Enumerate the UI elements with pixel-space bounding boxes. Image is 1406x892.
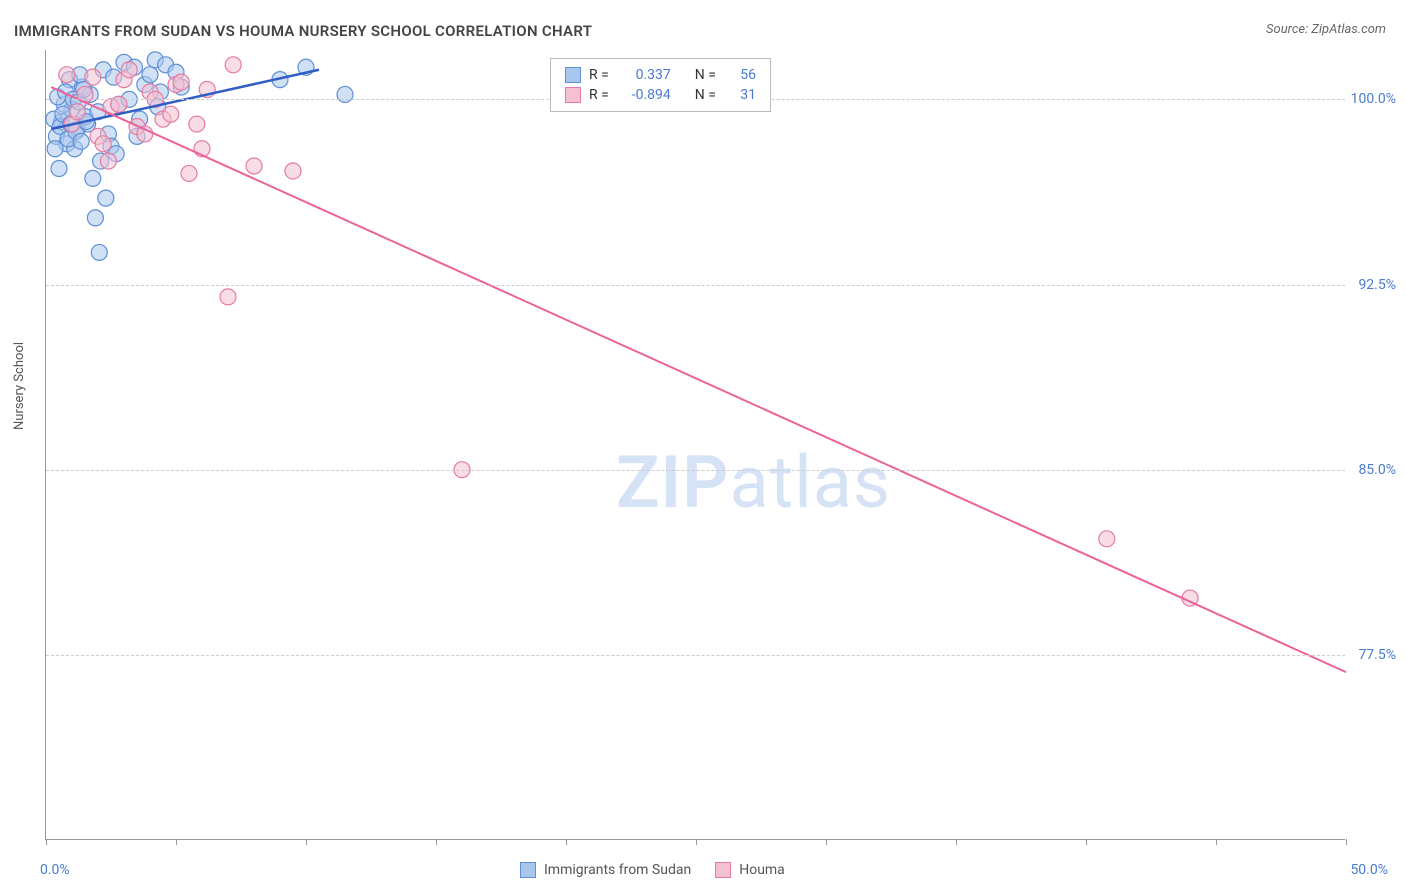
source-attribution: Source: ZipAtlas.com [1266, 22, 1386, 37]
legend-r-value: 0.337 [621, 67, 671, 83]
x-tick-label-max: 50.0% [1350, 862, 1388, 878]
legend-swatch-a [520, 862, 536, 878]
plot-area: ZIPatlas [45, 50, 1345, 840]
x-tick [1346, 839, 1347, 845]
data-point [73, 133, 89, 149]
data-point [181, 165, 197, 181]
x-tick [696, 839, 697, 845]
y-tick-label: 92.5% [1358, 277, 1396, 293]
x-tick [176, 839, 177, 845]
correlation-legend: R = 0.337 N = 56 R = -0.894 N = 31 [550, 58, 771, 112]
x-tick [956, 839, 957, 845]
series-legend: Immigrants from Sudan Houma [520, 862, 785, 878]
x-tick [1216, 839, 1217, 845]
legend-r-label: R = [589, 87, 609, 103]
data-point [98, 190, 114, 206]
x-tick [436, 839, 437, 845]
x-tick [306, 839, 307, 845]
x-tick [46, 839, 47, 845]
legend-swatch-b [715, 862, 731, 878]
legend-swatch-b [565, 87, 581, 103]
data-point [1099, 531, 1115, 547]
x-tick [1086, 839, 1087, 845]
data-point [59, 67, 75, 83]
chart-title: IMMIGRANTS FROM SUDAN VS HOUMA NURSERY S… [14, 22, 592, 40]
legend-label-b: Houma [739, 862, 785, 878]
data-point [285, 163, 301, 179]
data-point [142, 67, 158, 83]
legend-n-value: 31 [728, 87, 756, 103]
data-point [51, 161, 67, 177]
legend-row-b: R = -0.894 N = 31 [565, 85, 756, 105]
legend-item-b: Houma [715, 862, 785, 878]
x-tick [566, 839, 567, 845]
legend-item-a: Immigrants from Sudan [520, 862, 691, 878]
data-point [100, 153, 116, 169]
data-point [173, 74, 189, 90]
data-point [121, 62, 137, 78]
data-point [87, 210, 103, 226]
data-point [69, 104, 85, 120]
data-point [246, 158, 262, 174]
gridline-h [46, 470, 1345, 471]
legend-label-a: Immigrants from Sudan [544, 862, 691, 878]
data-point [220, 289, 236, 305]
legend-n-label: N = [695, 67, 716, 83]
data-point [91, 244, 107, 260]
data-point [85, 170, 101, 186]
x-tick-label-min: 0.0% [40, 862, 70, 878]
y-tick-label: 85.0% [1358, 462, 1396, 478]
y-axis-label: Nursery School [12, 342, 27, 430]
trend-line [51, 87, 1346, 672]
data-point [163, 106, 179, 122]
legend-n-label: N = [695, 87, 716, 103]
y-tick-label: 100.0% [1351, 91, 1396, 107]
data-point [189, 116, 205, 132]
legend-r-label: R = [589, 67, 609, 83]
x-tick [826, 839, 827, 845]
legend-row-a: R = 0.337 N = 56 [565, 65, 756, 85]
legend-swatch-a [565, 67, 581, 83]
data-point [95, 136, 111, 152]
gridline-h [46, 285, 1345, 286]
data-point [85, 69, 101, 85]
data-point [225, 57, 241, 73]
legend-r-value: -0.894 [621, 87, 671, 103]
scatter-plot-svg [46, 50, 1345, 839]
y-tick-label: 77.5% [1358, 647, 1396, 663]
gridline-h [46, 655, 1345, 656]
legend-n-value: 56 [728, 67, 756, 83]
